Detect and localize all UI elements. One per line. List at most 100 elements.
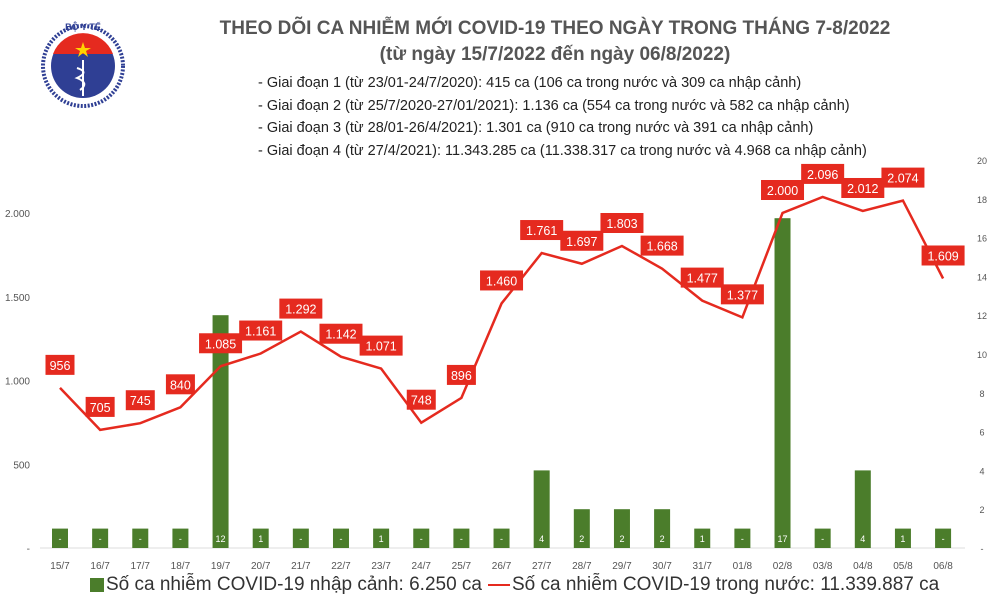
bar-label: 12 bbox=[216, 534, 226, 544]
data-label-box bbox=[125, 390, 155, 411]
right-axis-tick: 14 bbox=[977, 272, 987, 282]
bar bbox=[734, 528, 751, 548]
x-tick-label: 03/8 bbox=[813, 561, 833, 572]
bar-label: 1 bbox=[700, 534, 705, 544]
data-label-box bbox=[85, 396, 115, 417]
note-line: - Giai đoạn 2 (từ 25/7/2020-27/01/2021):… bbox=[258, 97, 850, 114]
left-axis-tick: 1.500 bbox=[5, 293, 30, 304]
right-axis-tick: 2 bbox=[979, 505, 984, 515]
x-tick-label: 05/8 bbox=[893, 561, 913, 572]
bar bbox=[413, 528, 430, 548]
bar-label: - bbox=[500, 534, 503, 544]
bar bbox=[332, 528, 349, 548]
right-axis-tick: 6 bbox=[979, 428, 984, 438]
note-line: - Giai đoạn 4 (từ 27/4/2021): 11.343.285… bbox=[258, 142, 867, 159]
data-label-box bbox=[600, 212, 644, 233]
data-label: 840 bbox=[170, 378, 191, 392]
x-tick-label: 04/8 bbox=[853, 561, 873, 572]
bar-label: - bbox=[339, 534, 342, 544]
data-label: 1.142 bbox=[325, 328, 356, 342]
data-label-box bbox=[761, 180, 805, 200]
bar bbox=[694, 528, 711, 548]
right-axis-tick: 10 bbox=[977, 350, 987, 360]
data-label: 1.161 bbox=[245, 325, 276, 339]
data-label: 1.377 bbox=[727, 288, 758, 302]
data-label-box bbox=[680, 267, 724, 288]
bar bbox=[172, 528, 189, 548]
x-tick-label: 24/7 bbox=[412, 561, 432, 572]
bar bbox=[854, 470, 871, 548]
bar bbox=[292, 528, 309, 548]
domestic-line bbox=[59, 195, 945, 432]
data-label: 1.803 bbox=[606, 217, 637, 231]
data-label: 1.609 bbox=[927, 249, 958, 263]
x-tick-label: 23/7 bbox=[371, 561, 391, 572]
left-axis-tick: - bbox=[27, 544, 30, 555]
right-axis-tick: 4 bbox=[979, 466, 984, 476]
data-label-box bbox=[520, 220, 564, 241]
left-axis-tick: 2.000 bbox=[5, 209, 30, 220]
data-label-box bbox=[881, 167, 925, 188]
x-tick-label: 15/7 bbox=[50, 561, 70, 572]
data-label: 1.761 bbox=[526, 224, 557, 238]
bar-label: - bbox=[821, 534, 824, 544]
data-label: 705 bbox=[90, 401, 111, 415]
x-tick-label: 01/8 bbox=[733, 561, 753, 572]
x-tick-label: 20/7 bbox=[251, 561, 271, 572]
right-axis-tick: 12 bbox=[977, 311, 987, 321]
legend-item-line: Số ca nhiễm COVID-19 trong nước: 11.339.… bbox=[488, 574, 939, 596]
bar-label: - bbox=[420, 534, 423, 544]
data-label: 1.668 bbox=[646, 240, 677, 254]
x-tick-label: 30/7 bbox=[652, 561, 672, 572]
x-tick-label: 27/7 bbox=[532, 561, 552, 572]
data-label: 1.477 bbox=[687, 272, 718, 286]
x-tick-label: 22/7 bbox=[331, 561, 351, 572]
x-tick-label: 18/7 bbox=[171, 561, 191, 572]
bar-label: - bbox=[179, 534, 182, 544]
data-label-box bbox=[165, 374, 195, 395]
data-label-box bbox=[239, 320, 283, 341]
bar-label: 4 bbox=[860, 534, 865, 544]
right-axis-tick: 18 bbox=[977, 195, 987, 205]
data-label: 1.292 bbox=[285, 303, 316, 317]
left-axis-tick: 1.000 bbox=[5, 377, 30, 388]
right-axis-tick: 20 bbox=[977, 156, 987, 166]
bar-label: - bbox=[59, 534, 62, 544]
data-label-box bbox=[841, 177, 885, 198]
chart-subtitle: (từ ngày 15/7/2022 đến ngày 06/8/2022) bbox=[379, 44, 731, 65]
note-line: - Giai đoạn 3 (từ 28/01-26/4/2021): 1.30… bbox=[258, 120, 814, 136]
legend-bar-label: Số ca nhiễm COVID-19 nhập cảnh: 6.250 ca bbox=[106, 574, 483, 595]
right-axis-tick: 8 bbox=[979, 389, 984, 399]
bar bbox=[453, 528, 470, 548]
bar bbox=[654, 509, 671, 548]
bar bbox=[493, 528, 510, 548]
data-label-box bbox=[446, 364, 476, 385]
x-tick-label: 16/7 bbox=[90, 561, 110, 572]
bar bbox=[814, 528, 831, 548]
bar-label: - bbox=[99, 534, 102, 544]
bar bbox=[132, 528, 149, 548]
data-label-box bbox=[560, 230, 604, 251]
data-label-box bbox=[319, 323, 363, 344]
bar bbox=[533, 470, 550, 548]
legend-line-label: Số ca nhiễm COVID-19 trong nước: 11.339.… bbox=[512, 574, 940, 595]
legend-bar-swatch bbox=[90, 578, 104, 592]
bar bbox=[894, 528, 911, 548]
data-label: 956 bbox=[50, 359, 71, 373]
bar bbox=[774, 218, 791, 548]
data-label: 2.000 bbox=[767, 184, 798, 198]
bar-label: - bbox=[139, 534, 142, 544]
data-label: 1.071 bbox=[365, 340, 396, 354]
bar bbox=[373, 528, 390, 548]
data-label-box bbox=[921, 245, 965, 266]
bar-label: 2 bbox=[579, 534, 584, 544]
bar-label: - bbox=[460, 534, 463, 544]
data-label-box bbox=[199, 333, 243, 354]
x-tick-label: 25/7 bbox=[452, 561, 472, 572]
data-label-box bbox=[640, 235, 684, 256]
legend-item-bar: Số ca nhiễm COVID-19 nhập cảnh: 6.250 ca bbox=[90, 574, 482, 596]
x-tick-label: 06/8 bbox=[933, 561, 953, 572]
bar-label: - bbox=[741, 534, 744, 544]
left-axis-tick: 500 bbox=[13, 460, 30, 471]
